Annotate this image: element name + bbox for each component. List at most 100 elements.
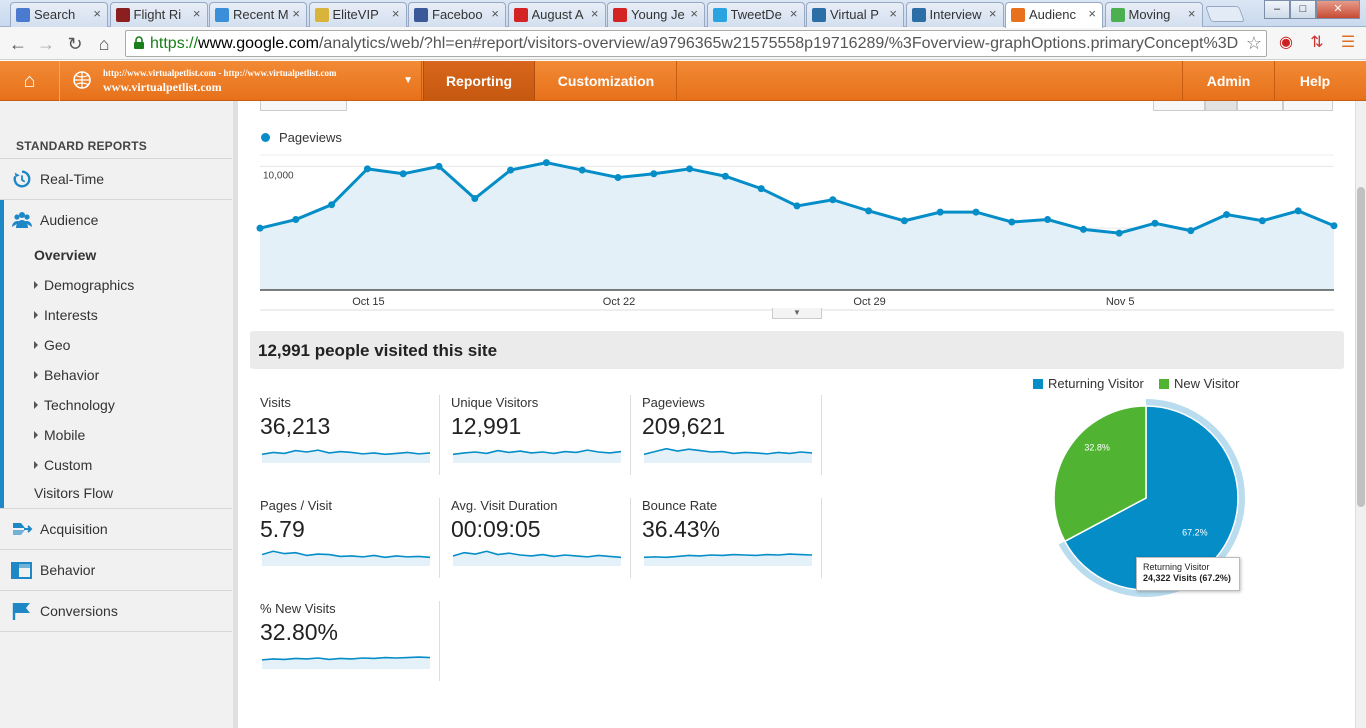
tab-help[interactable]: Help xyxy=(1274,61,1355,101)
data-point[interactable] xyxy=(292,216,300,224)
data-point[interactable] xyxy=(1258,217,1266,225)
browser-tab[interactable]: Virtual P × xyxy=(806,2,904,27)
data-point[interactable] xyxy=(686,165,694,173)
series-legend-label[interactable]: Pageviews xyxy=(279,130,342,145)
data-point[interactable] xyxy=(614,173,622,181)
data-point[interactable] xyxy=(1294,207,1302,215)
sidebar-item-audience[interactable]: Audience xyxy=(0,200,232,240)
close-tab-icon[interactable]: × xyxy=(1088,6,1096,21)
tab-customization[interactable]: Customization xyxy=(536,61,677,101)
data-point[interactable] xyxy=(972,208,980,216)
close-tab-icon[interactable]: × xyxy=(292,6,300,21)
close-tab-icon[interactable]: × xyxy=(590,6,599,21)
maximize-button[interactable]: □ xyxy=(1290,0,1316,19)
data-point[interactable] xyxy=(829,196,837,204)
sidebar-item-behavior[interactable]: Behavior xyxy=(34,367,99,383)
metric-card[interactable]: Bounce Rate 36.43% xyxy=(632,498,822,578)
metric-card[interactable]: Unique Visitors 12,991 xyxy=(441,395,631,475)
sync-extension-icon[interactable]: ⇅ xyxy=(1310,34,1324,51)
close-tab-icon[interactable]: × xyxy=(789,6,798,21)
chart-period-button[interactable] xyxy=(1283,101,1333,111)
browser-tab[interactable]: Moving × xyxy=(1104,2,1203,27)
browser-tab[interactable]: EliteVIP × xyxy=(308,2,407,27)
data-point[interactable] xyxy=(721,172,729,180)
data-point[interactable] xyxy=(1008,218,1016,226)
sidebar-item-overview[interactable]: Overview xyxy=(34,247,97,263)
chart-period-button[interactable] xyxy=(1205,101,1237,111)
forward-button[interactable]: → xyxy=(37,34,55,54)
data-point[interactable] xyxy=(507,166,515,174)
data-point[interactable] xyxy=(757,185,765,193)
data-point[interactable] xyxy=(1079,225,1087,233)
account-selector[interactable]: http://www.virtualpetlist.com - http://w… xyxy=(61,61,422,101)
close-tab-icon[interactable]: × xyxy=(391,6,400,21)
legend-new-visitor[interactable]: New Visitor xyxy=(1159,376,1240,391)
data-point[interactable] xyxy=(1223,211,1231,219)
sidebar-item-mobile[interactable]: Mobile xyxy=(34,427,85,443)
browser-tab[interactable]: Interview × xyxy=(905,2,1004,27)
pie-slice[interactable] xyxy=(1053,405,1147,543)
browser-tab[interactable]: Search × xyxy=(10,2,108,27)
data-point[interactable] xyxy=(1187,227,1195,235)
sidebar-item-demographics[interactable]: Demographics xyxy=(34,277,134,293)
data-point[interactable] xyxy=(363,165,371,173)
close-tab-icon[interactable]: × xyxy=(889,6,897,21)
data-point[interactable] xyxy=(865,207,873,215)
close-tab-icon[interactable]: × xyxy=(93,6,101,21)
data-point[interactable] xyxy=(1115,229,1123,237)
sidebar-scrollbar[interactable] xyxy=(233,101,238,728)
browser-tab[interactable]: Flight Ri × xyxy=(109,2,208,27)
browser-tab[interactable]: Faceboo × xyxy=(408,2,506,27)
data-point[interactable] xyxy=(471,195,479,203)
adblock-extension-icon[interactable]: ◉ xyxy=(1279,34,1293,51)
close-tab-icon[interactable]: × xyxy=(491,6,499,21)
tab-reporting[interactable]: Reporting xyxy=(423,61,535,101)
home-icon[interactable]: ⌂ xyxy=(0,61,60,101)
sidebar-item-geo[interactable]: Geo xyxy=(34,337,70,353)
page-scrollbar[interactable] xyxy=(1355,101,1366,728)
data-point[interactable] xyxy=(542,159,550,167)
metric-card[interactable]: % New Visits 32.80% xyxy=(250,601,440,681)
close-window-button[interactable]: ✕ xyxy=(1316,0,1360,19)
sidebar-item-conversions[interactable]: Conversions xyxy=(0,591,232,631)
back-button[interactable]: ← xyxy=(9,34,27,54)
bookmark-star-icon[interactable]: ☆ xyxy=(1245,33,1262,53)
close-tab-icon[interactable]: × xyxy=(690,6,698,21)
chart-period-button[interactable] xyxy=(1237,101,1283,111)
data-point[interactable] xyxy=(936,208,944,216)
legend-returning-visitor[interactable]: Returning Visitor xyxy=(1033,376,1144,391)
sidebar-item-custom[interactable]: Custom xyxy=(34,457,92,473)
sidebar-item-visitors-flow[interactable]: Visitors Flow xyxy=(34,485,114,501)
close-tab-icon[interactable]: × xyxy=(988,6,997,21)
tab-admin[interactable]: Admin xyxy=(1182,61,1274,101)
chart-type-button[interactable] xyxy=(1153,101,1205,111)
browser-tab[interactable]: August A × xyxy=(507,2,606,27)
data-point[interactable] xyxy=(435,162,443,170)
sidebar-item-behavior[interactable]: Behavior xyxy=(0,550,232,590)
browser-tab[interactable]: Recent M × xyxy=(209,2,307,27)
browser-tab[interactable]: Audienc × xyxy=(1005,2,1103,28)
reload-button[interactable]: ↻ xyxy=(67,34,83,54)
data-point[interactable] xyxy=(578,166,586,174)
metric-card[interactable]: Avg. Visit Duration 00:09:05 xyxy=(441,498,631,578)
new-tab-button[interactable] xyxy=(1205,6,1245,22)
data-point[interactable] xyxy=(328,201,336,209)
minimize-button[interactable]: – xyxy=(1264,0,1290,19)
data-point[interactable] xyxy=(1330,222,1338,230)
metric-card[interactable]: Visits 36,213 xyxy=(250,395,440,475)
sidebar-item-acquisition[interactable]: Acquisition xyxy=(0,509,232,549)
close-tab-icon[interactable]: × xyxy=(192,6,201,21)
date-range-button[interactable] xyxy=(260,101,347,111)
collapse-chart-toggle[interactable]: ▼ xyxy=(772,308,822,319)
browser-tab[interactable]: Young Je × xyxy=(607,2,705,27)
data-point[interactable] xyxy=(1151,219,1159,227)
data-point[interactable] xyxy=(900,217,908,225)
metric-card[interactable]: Pageviews 209,621 xyxy=(632,395,822,475)
sidebar-item-realtime[interactable]: Real-Time xyxy=(0,159,232,199)
data-point[interactable] xyxy=(793,202,801,210)
close-tab-icon[interactable]: × xyxy=(1187,6,1196,21)
data-point[interactable] xyxy=(256,224,264,232)
metric-card[interactable]: Pages / Visit 5.79 xyxy=(250,498,440,578)
sidebar-item-technology[interactable]: Technology xyxy=(34,397,115,413)
data-point[interactable] xyxy=(399,170,407,178)
